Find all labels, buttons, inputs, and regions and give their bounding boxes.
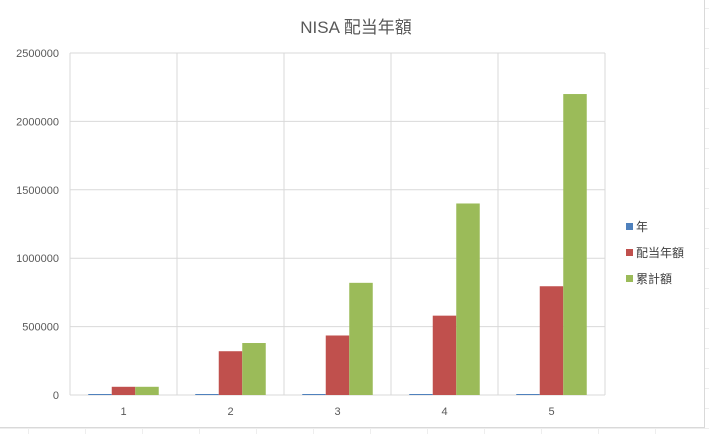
y-tick-label: 2000000 — [16, 116, 59, 128]
legend-label: 累計額 — [636, 271, 673, 286]
bar-year[interactable] — [88, 394, 112, 395]
x-axis-tick-labels: 1 2 3 4 5 — [120, 406, 554, 418]
legend-swatch — [626, 274, 633, 282]
bar-cumulative[interactable] — [349, 282, 373, 395]
bar-dividend[interactable] — [539, 286, 564, 395]
chart-title: NISA 配当年額 — [300, 18, 411, 37]
legend-label: 配当年額 — [636, 245, 685, 260]
y-tick-label: 0 — [53, 390, 59, 402]
x-tick-label: 1 — [120, 406, 126, 418]
bar-year[interactable] — [302, 394, 326, 395]
bar-year[interactable] — [195, 394, 219, 395]
bar-dividend[interactable] — [111, 386, 136, 395]
x-tick-label: 3 — [334, 406, 340, 418]
bars — [88, 94, 587, 395]
y-tick-label: 1000000 — [16, 253, 59, 265]
bar-dividend[interactable] — [325, 335, 350, 395]
legend-item[interactable]: 年 — [626, 213, 684, 239]
y-tick-label: 1500000 — [16, 185, 59, 197]
bar-cumulative[interactable] — [242, 343, 266, 395]
gridlines — [69, 52, 606, 396]
y-axis-tick-labels: 0 500000 1000000 1500000 2000000 2500000 — [16, 48, 59, 402]
legend-swatch — [626, 222, 633, 230]
legend-item[interactable]: 累計額 — [626, 265, 684, 291]
legend-swatch — [626, 248, 633, 256]
bar-cumulative[interactable] — [456, 203, 480, 395]
legend: 年配当年額 累計額 — [626, 213, 684, 291]
y-tick-label: 2500000 — [16, 48, 59, 60]
x-tick-label: 5 — [548, 406, 554, 418]
x-tick-label: 2 — [227, 406, 233, 418]
bar-year[interactable] — [516, 394, 540, 395]
bar-dividend[interactable] — [432, 315, 457, 395]
y-tick-label: 500000 — [22, 322, 59, 334]
bar-dividend[interactable] — [218, 351, 243, 395]
bar-cumulative[interactable] — [563, 94, 587, 395]
legend-item[interactable]: 配当年額 — [626, 239, 684, 265]
legend-label: 年 — [636, 219, 649, 234]
bar-cumulative[interactable] — [135, 386, 159, 395]
bar-year[interactable] — [409, 394, 433, 395]
x-tick-label: 4 — [441, 406, 447, 418]
